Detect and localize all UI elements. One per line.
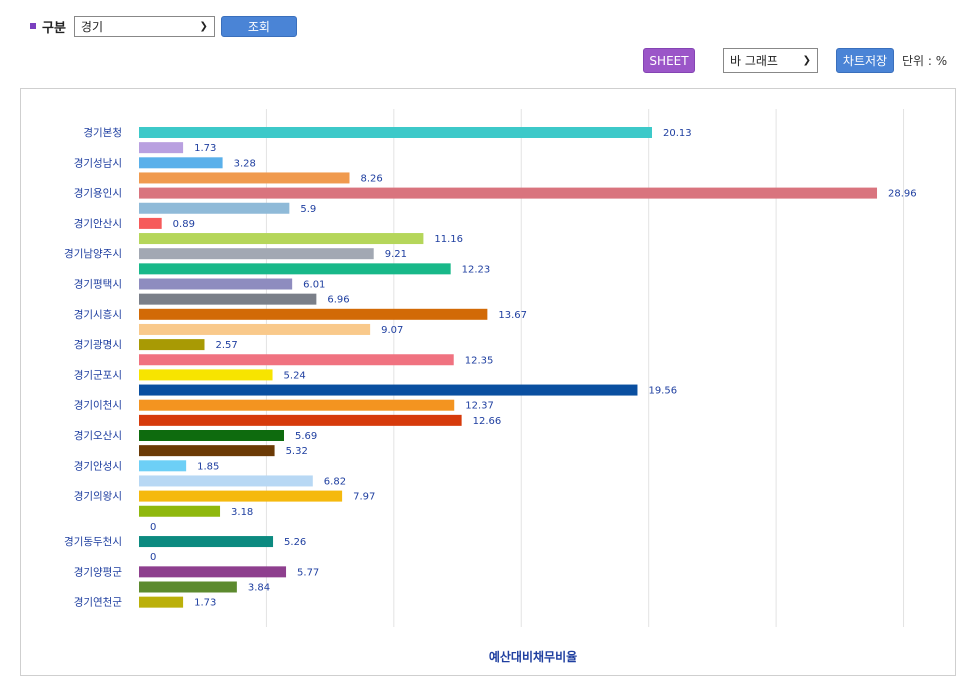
region-select-value: 경기: [80, 19, 104, 34]
bar-value-label: 13.67: [498, 310, 527, 321]
bar-value-label: 9.07: [381, 325, 403, 336]
category-label: 경기시흥시: [74, 308, 122, 321]
bar-value-label: 5.69: [295, 431, 317, 442]
category-label: 경기안산시: [74, 217, 122, 230]
bar[interactable]: [139, 414, 462, 426]
bar-value-label: 3.18: [231, 507, 253, 518]
category-label: 경기남양주시: [64, 247, 122, 260]
category-label: 경기군포시: [74, 368, 122, 381]
bar-value-label: 1.73: [194, 143, 216, 154]
bar-chart: 20.13 경기본청 1.73 3.28 경기성남시 8.26 28.96 경기용인시 5.9 0…: [64, 109, 917, 664]
chevron-down-icon: ❯: [802, 55, 811, 66]
category-label: 경기용인시: [74, 187, 122, 200]
bar-value-label: 3.28: [234, 158, 256, 169]
bar[interactable]: [139, 536, 274, 548]
bar[interactable]: [139, 460, 187, 472]
category-label: 경기이천시: [74, 399, 122, 412]
unit-label: 단위 : %: [902, 54, 948, 68]
bar-value-label: 2.57: [215, 340, 237, 351]
region-select[interactable]: 경기 ❯: [73, 15, 215, 37]
category-label: 경기안성시: [74, 459, 122, 472]
bar[interactable]: [139, 430, 285, 441]
bar-value-label: 1.73: [194, 598, 216, 609]
bar-value-label: 19.56: [648, 386, 677, 397]
bar-value-label: 20.13: [663, 128, 692, 139]
bar-value-label: 5.9: [300, 204, 316, 215]
bar[interactable]: [139, 445, 275, 457]
category-label: 경기오산시: [74, 429, 122, 442]
bar-value-label: 5.26: [284, 537, 306, 548]
bar-value-label: 0.89: [173, 219, 195, 230]
chart-type-select[interactable]: 바 그래프 ❯: [723, 48, 818, 73]
bar-value-label: 6.96: [327, 295, 349, 306]
bar[interactable]: [139, 505, 221, 517]
bar-value-label: 6.82: [324, 476, 346, 487]
bar-value-label: 5.24: [284, 370, 306, 381]
chart-type-value: 바 그래프: [730, 54, 778, 68]
bar-value-label: 3.84: [248, 583, 270, 594]
bar[interactable]: [139, 399, 455, 411]
x-axis-label: 예산대비채무비율: [489, 649, 577, 664]
bar[interactable]: [139, 263, 451, 275]
bar[interactable]: [139, 354, 454, 366]
bar[interactable]: [139, 127, 652, 138]
bar[interactable]: [139, 339, 205, 351]
bar[interactable]: [139, 172, 350, 184]
bar[interactable]: [139, 566, 287, 578]
bar-value-label: 12.35: [465, 355, 494, 366]
category-label: 경기연천군: [74, 596, 123, 609]
bar[interactable]: [139, 217, 162, 229]
bar-value-label: 9.21: [385, 249, 407, 260]
bar[interactable]: [139, 157, 223, 169]
bar-value-label: 12.23: [462, 264, 491, 275]
chart-container: 20.13 경기본청 1.73 3.28 경기성남시 8.26 28.96 경기용인시 5.9 0…: [20, 88, 956, 676]
category-label: 경기의왕시: [74, 490, 122, 503]
category-label: 경기성남시: [74, 156, 122, 169]
bar[interactable]: [139, 248, 374, 260]
bar-value-label: 7.97: [353, 492, 375, 503]
bar[interactable]: [139, 581, 237, 593]
bar[interactable]: [139, 384, 638, 396]
bar-value-label: 6.01: [303, 280, 325, 291]
bar[interactable]: [139, 142, 184, 154]
bar[interactable]: [139, 323, 371, 335]
bar[interactable]: [139, 233, 424, 245]
bar-value-label: 12.66: [473, 416, 502, 427]
bar[interactable]: [139, 202, 290, 214]
bar[interactable]: [139, 369, 273, 381]
bar-value-label: 8.26: [360, 173, 382, 184]
bar[interactable]: [139, 293, 317, 305]
category-label: 경기본청: [83, 126, 122, 139]
bar-value-label: 5.77: [297, 567, 319, 578]
bar-value-label: 5.32: [286, 446, 308, 457]
query-button[interactable]: 조회: [220, 15, 297, 37]
category-label: 경기양평군: [74, 565, 123, 578]
bar-value-label: 28.96: [888, 189, 917, 200]
filter-label: 구분: [42, 20, 66, 36]
bar[interactable]: [139, 278, 293, 290]
bar[interactable]: [139, 475, 313, 487]
category-label: 경기평택시: [74, 278, 122, 291]
category-label: 경기동두천시: [64, 535, 122, 548]
bar[interactable]: [139, 187, 878, 199]
bar-value-label: 0: [150, 552, 156, 563]
bar[interactable]: [139, 490, 343, 502]
sheet-button[interactable]: SHEET: [643, 48, 695, 73]
bar[interactable]: [139, 308, 488, 320]
bar-value-label: 11.16: [434, 234, 463, 245]
category-label: 경기광명시: [74, 338, 122, 351]
filter-bar: 구분 경기 ❯ 조회: [30, 14, 297, 38]
bar-value-label: 0: [150, 522, 156, 533]
bar-value-label: 12.37: [465, 401, 494, 412]
chevron-down-icon: ❯: [199, 20, 208, 32]
bar[interactable]: [139, 596, 184, 608]
bar-value-label: 1.85: [197, 461, 219, 472]
chart-save-button[interactable]: 차트저장: [836, 48, 894, 73]
bullet-square-icon: [30, 23, 36, 29]
